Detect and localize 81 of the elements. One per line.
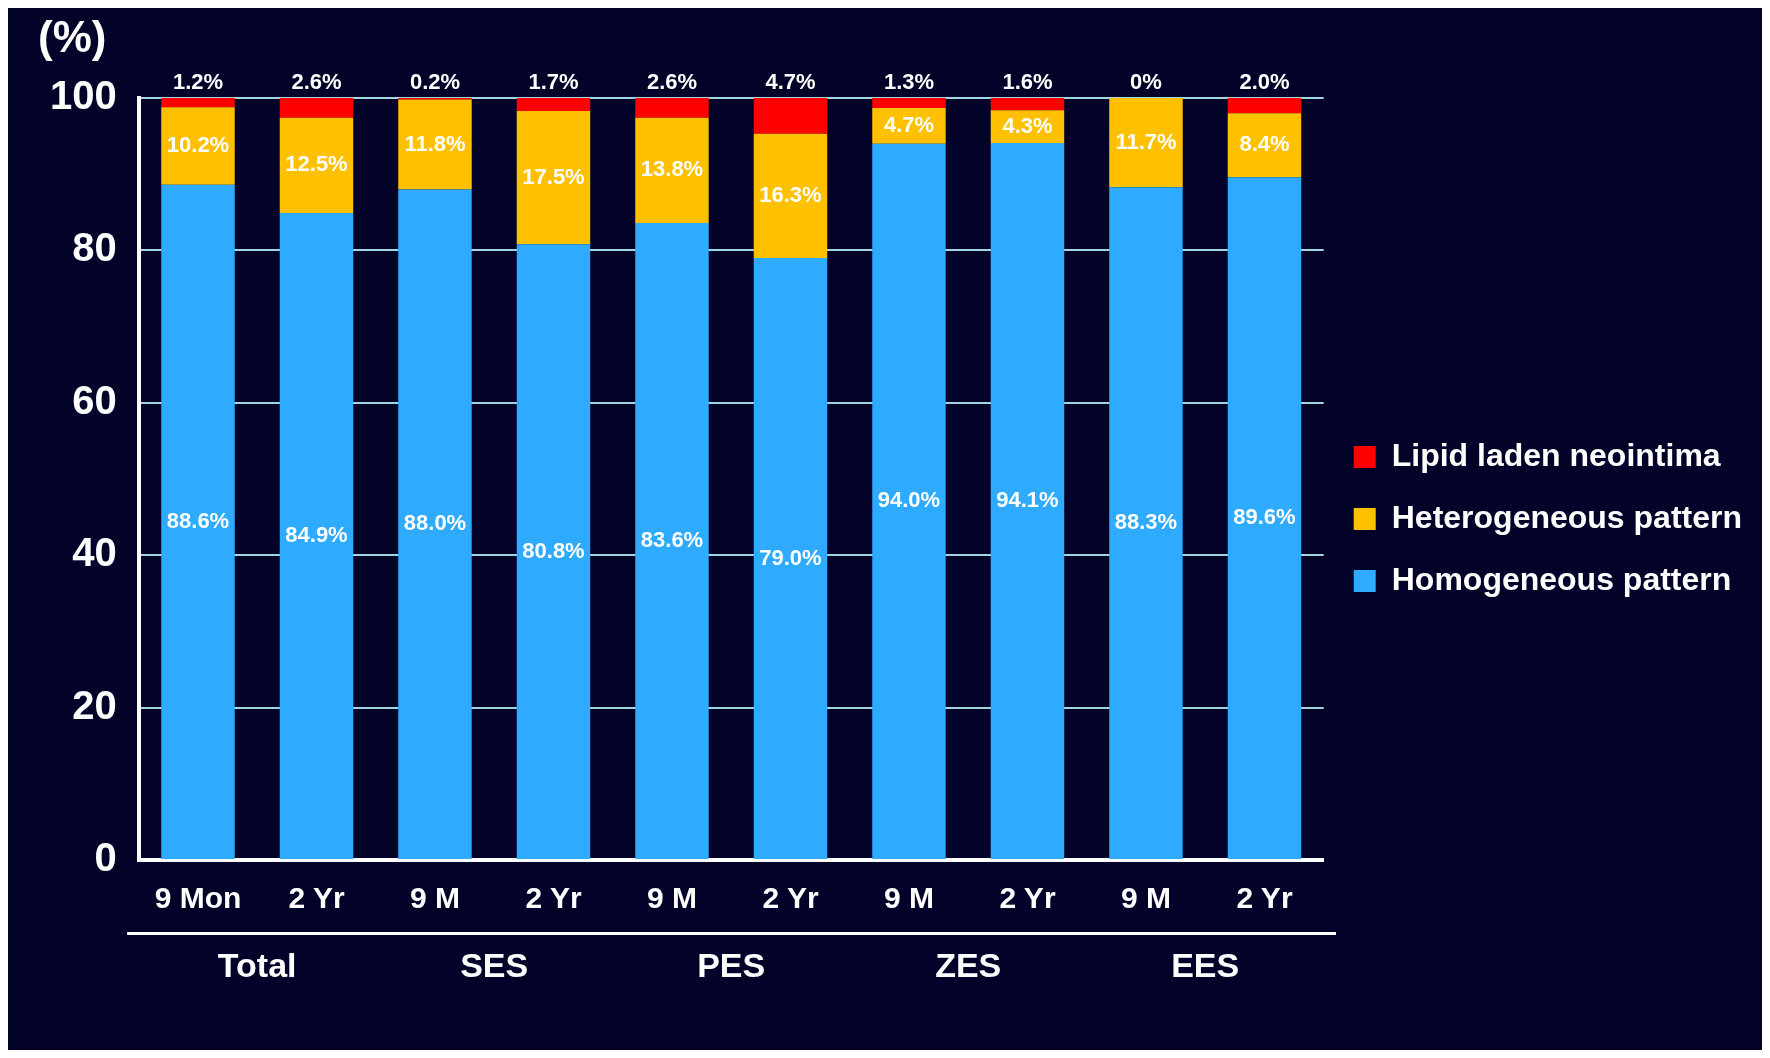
bar [1227,177,1302,859]
text: EES [1170,946,1241,985]
text: SES [459,946,530,985]
data-label: 83.6% [640,527,704,553]
bar [279,117,354,214]
bar [161,98,235,108]
bar [161,107,235,185]
x-tick-label: 9 M [409,881,460,915]
y-tick-label: 20 [72,682,117,727]
data-label: 10.2% [166,132,230,158]
x-tick-label: 2 Yr [999,881,1056,915]
data-label: 4.3% [1002,112,1053,138]
x-tick-label: 2 Yr [762,881,819,915]
data-label: 80.8% [522,537,585,563]
data-label: 84.9% [285,522,348,548]
data-label: 2.6% [291,69,342,95]
y-tick-label: 0 [94,835,117,880]
data-label: 94.1% [996,487,1059,513]
legend-label: Lipid laden neointima [1391,436,1721,473]
y-axis-title: (%) [38,12,107,62]
data-label: 2.0% [1239,69,1290,95]
bar [635,117,709,223]
data-label: 4.7% [765,69,816,95]
data-label: 12.5% [285,151,348,177]
data-label: 88.3% [1114,509,1178,535]
data-label: 11.8% [404,130,466,156]
x-tick-label: 9 Mon [154,881,242,915]
bar [279,98,354,118]
bar [516,110,591,245]
data-label: 0% [1130,69,1162,95]
bar [161,184,235,859]
text: ZES [934,946,1003,985]
bar [872,143,946,859]
x-tick-label: 9 M [646,881,697,915]
data-label: 17.5% [522,163,585,189]
data-label: 94.0% [877,487,941,513]
data-label: 0.2% [409,69,461,95]
bar [753,133,828,259]
x-tick-label: 9 M [1120,881,1171,915]
data-label: 11.7% [1115,128,1177,154]
bar [1227,113,1302,178]
text: PES [696,946,767,985]
bar [398,99,472,190]
data-label: 1.2% [172,69,224,95]
bar [279,213,354,859]
data-label: 79.0% [759,544,822,570]
y-tick-label: 100 [49,73,117,118]
y-tick-label: 60 [72,377,117,422]
data-label: 2.6% [646,69,698,95]
data-label: 89.6% [1233,504,1296,530]
data-label: 1.3% [883,69,935,95]
data-label: 13.8% [640,156,704,182]
bar [753,258,828,859]
bar [1227,98,1302,114]
x-tick-label: 2 Yr [525,881,582,915]
y-tick-label: 40 [72,530,117,575]
data-label: 88.0% [403,510,467,536]
bar [516,98,591,111]
data-label: 88.6% [166,508,230,533]
x-tick-label: 2 Yr [288,881,345,915]
bar [990,98,1065,111]
bar [398,189,472,859]
bar [635,98,709,118]
bar [990,142,1065,859]
data-label: 1.6% [1002,69,1053,95]
x-tick-label: 9 M [883,881,934,915]
data-label: 8.4% [1239,131,1290,157]
data-label: 4.7% [883,111,935,137]
bar [1109,98,1183,188]
bar [635,222,709,859]
legend-label: Homogeneous pattern [1391,560,1732,597]
bar [872,98,946,108]
bar [1109,187,1183,859]
y-tick-label: 80 [72,225,117,270]
data-label: 1.7% [528,69,579,95]
bar [753,98,828,134]
legend-label: Heterogeneous pattern [1391,498,1742,535]
x-tick-label: 2 Yr [1236,881,1293,915]
bar [516,244,591,859]
text: Total [216,946,298,985]
data-label: 16.3% [759,181,822,207]
